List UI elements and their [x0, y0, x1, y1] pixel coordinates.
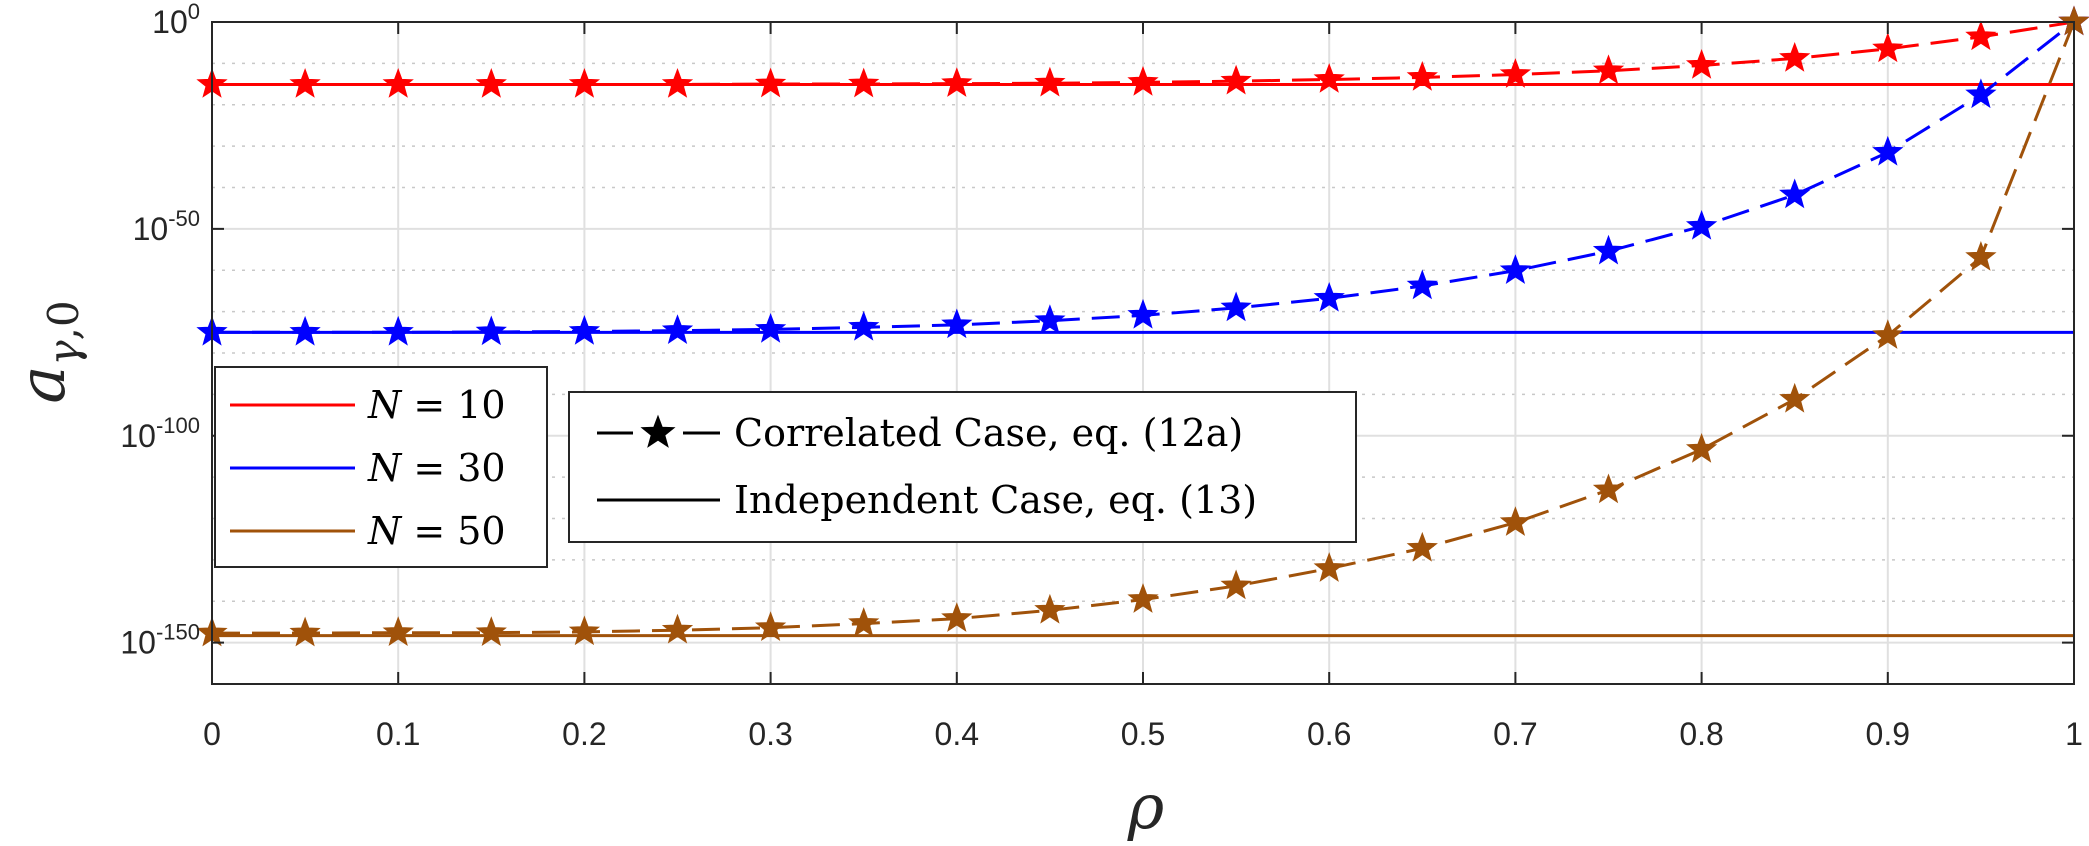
data-point-star [475, 315, 507, 346]
data-point-star [848, 67, 880, 98]
data-point-star [848, 607, 880, 637]
data-point-star [1872, 32, 1904, 63]
data-point-star [475, 616, 507, 646]
svg-text:aγ,0: aγ,0 [6, 300, 88, 403]
y-tick-label: 100 [152, 0, 200, 40]
data-point-star [289, 616, 321, 647]
x-tick-label: 0.4 [935, 716, 979, 752]
y-axis-label: aγ,0 [6, 300, 88, 403]
legend-style-star [640, 414, 676, 448]
data-point-star [1685, 49, 1718, 79]
data-point-star [754, 611, 787, 642]
x-tick-label: 0.1 [376, 716, 420, 752]
legend-colors: N = 10 N = 30 N = 50 [214, 366, 548, 568]
data-point-star [661, 68, 694, 98]
data-point-star [1406, 269, 1438, 300]
x-tick-label: 0.2 [562, 716, 606, 752]
data-point-star [1313, 552, 1345, 582]
data-point-star [1220, 64, 1252, 95]
legend-color-label: N = 30 [367, 446, 506, 490]
x-tick-label: 0.3 [748, 716, 792, 752]
data-point-star [1965, 78, 1997, 109]
data-point-star [1592, 473, 1625, 504]
legend-color-label: N = 50 [367, 509, 506, 553]
data-point-star [1685, 432, 1718, 463]
data-point-star [568, 615, 601, 646]
data-point-star [1779, 382, 1811, 413]
x-tick-label: 0.9 [1866, 716, 1910, 752]
legend-style-label: Independent Case, eq. (13) [734, 478, 1257, 522]
data-point-star [1499, 506, 1532, 536]
data-point-star [382, 616, 414, 646]
data-point-star [568, 315, 601, 345]
label-layer: 0 0.1 0.2 0.3 0.4 0.5 0.6 0.7 0.8 0.9 1 100 10-50 10-… [120, 0, 2083, 752]
data-point-star [1313, 63, 1345, 93]
data-point-star [1779, 41, 1811, 72]
data-point-star [1034, 66, 1066, 97]
x-tick-label: 0.8 [1679, 716, 1723, 752]
data-point-star [941, 308, 973, 339]
data-point-star [1872, 135, 1904, 166]
data-point-star [1406, 61, 1438, 91]
y-tick-label: 10-50 [133, 206, 200, 247]
data-point-star [661, 314, 694, 344]
data-point-star [1034, 593, 1066, 624]
data-point-star [1127, 298, 1159, 329]
x-tick-label: 1 [2065, 716, 2083, 752]
data-point-star [941, 602, 973, 632]
data-point-star [1499, 254, 1532, 284]
data-point-star [1127, 583, 1159, 613]
data-point-star [848, 310, 880, 341]
data-point-star [1779, 178, 1811, 209]
legend-color-label: N = 10 [367, 383, 506, 427]
data-point-star [289, 315, 321, 346]
x-axis-label: ρ [1127, 770, 1164, 843]
data-point-star [1592, 234, 1625, 265]
data-point-star [754, 312, 787, 343]
data-point-star [1127, 65, 1159, 96]
data-point-star [1965, 20, 1997, 51]
data-point-star [1313, 281, 1345, 312]
data-point-star [1220, 291, 1252, 322]
data-point-star [941, 67, 973, 97]
data-point-star [475, 68, 507, 98]
data-point-star [568, 68, 601, 98]
series-1 [196, 5, 2089, 346]
x-tick-label: 0.7 [1493, 716, 1537, 752]
y-tick-label: 10-100 [120, 413, 200, 454]
legend-style-label: Correlated Case, eq. (12a) [734, 411, 1243, 455]
data-point-star [1965, 240, 1997, 271]
data-point-star [382, 315, 414, 346]
x-tick-label: 0.5 [1121, 716, 1165, 752]
data-point-star [661, 613, 694, 644]
data-point-star [754, 67, 787, 98]
data-point-star [382, 68, 414, 98]
data-point-star [1034, 304, 1066, 335]
x-tick-label: 0.6 [1307, 716, 1351, 752]
data-point-star [1499, 58, 1532, 88]
data-point-star [1406, 531, 1438, 562]
x-tick-label: 0 [203, 716, 221, 752]
data-point-star [1872, 319, 1904, 349]
y-tick-label: 10-150 [120, 620, 200, 661]
legend-styles-box [568, 391, 1357, 543]
data-point-star [289, 68, 321, 98]
data-point-star [1220, 569, 1252, 600]
legend-styles: Correlated Case, eq. (12a) Independent Ca… [568, 391, 1357, 543]
data-point-star [1685, 209, 1718, 240]
data-point-star [1592, 54, 1625, 85]
